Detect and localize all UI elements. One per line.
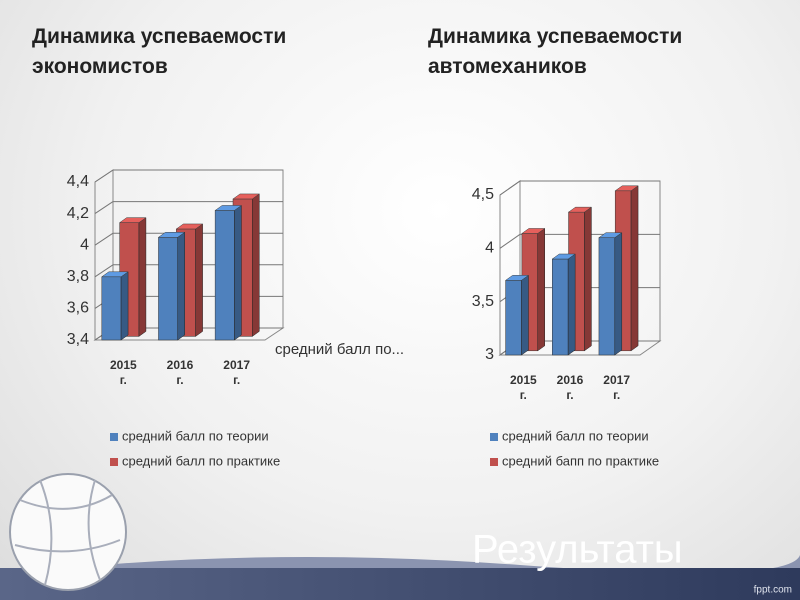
y-tick-label: 3,5 (472, 293, 494, 310)
y-tick-label: 4,2 (67, 205, 89, 222)
bar-side (537, 227, 545, 352)
y-tick-label: 4 (485, 240, 494, 257)
x-tick-label: 2016 г. (166, 358, 194, 387)
bar-front (598, 237, 616, 356)
bar-top (521, 228, 546, 234)
y-tick-label: 3 (485, 346, 494, 363)
bar-top (551, 253, 576, 260)
legend-label: средний балл по теории (502, 428, 649, 443)
legend-label: средний балл по практике (122, 453, 280, 468)
watermark: fppt.com (754, 585, 792, 596)
bar-side (234, 204, 242, 341)
bar-side (567, 253, 576, 356)
grid-line (499, 233, 521, 249)
x-tick-label: 2015 г. (109, 358, 137, 387)
y-tick-label: 4,4 (67, 173, 89, 190)
legend-label: средний бапп по практике (502, 453, 659, 468)
grid-line (94, 232, 114, 246)
x-tick-label: 2015 г. (509, 373, 537, 402)
y-tick-label: 4 (80, 236, 89, 253)
bar-top (567, 206, 593, 213)
x-tick-label: 2017 г. (603, 373, 630, 402)
bar-top (175, 223, 204, 230)
volleyball (9, 473, 127, 591)
bar-side (614, 232, 623, 356)
y-tick-label: 4,5 (472, 186, 494, 203)
slide-heading: Результаты (472, 528, 683, 572)
bar-front (552, 258, 569, 356)
grid-line (94, 169, 114, 183)
legend-swatch (490, 458, 498, 466)
grid-line (94, 264, 114, 278)
bar-side (177, 231, 185, 341)
bar-side (521, 274, 529, 356)
bar-side (252, 193, 260, 337)
bar-top (157, 232, 186, 238)
legend-label: средний балл по теории (122, 428, 269, 443)
chart-title: Динамика успеваемости автомехаников (428, 25, 683, 78)
x-tick-label: 2016 г. (556, 373, 584, 402)
grid-line (94, 201, 114, 215)
chart-title: Динамика успеваемости экономистов (32, 25, 287, 78)
bar-side (630, 185, 639, 352)
grid-line (499, 180, 521, 196)
bar-top (504, 275, 530, 281)
legend-swatch (490, 433, 498, 441)
bar-top (118, 217, 147, 223)
bar-front (214, 210, 235, 341)
bar-side (584, 206, 592, 352)
y-tick-label: 3,8 (67, 268, 89, 285)
bar-top (598, 232, 623, 238)
bar-top (232, 193, 261, 200)
bar-top (214, 205, 243, 211)
annotation: средний балл по... (275, 341, 404, 358)
y-tick-label: 3,4 (67, 331, 89, 348)
bottom-band (0, 568, 800, 600)
legend-swatch (110, 458, 118, 466)
bar-side (195, 223, 203, 337)
bar-front (158, 237, 178, 341)
bar-side (138, 217, 147, 337)
bar-top (614, 185, 639, 192)
x-tick-label: 2017 г. (223, 358, 250, 387)
legend-swatch (110, 433, 118, 441)
y-tick-label: 3,6 (67, 300, 89, 317)
bar-front (101, 276, 122, 341)
bar-top (101, 271, 129, 278)
bar-side (120, 271, 129, 341)
bar-front (505, 280, 522, 356)
